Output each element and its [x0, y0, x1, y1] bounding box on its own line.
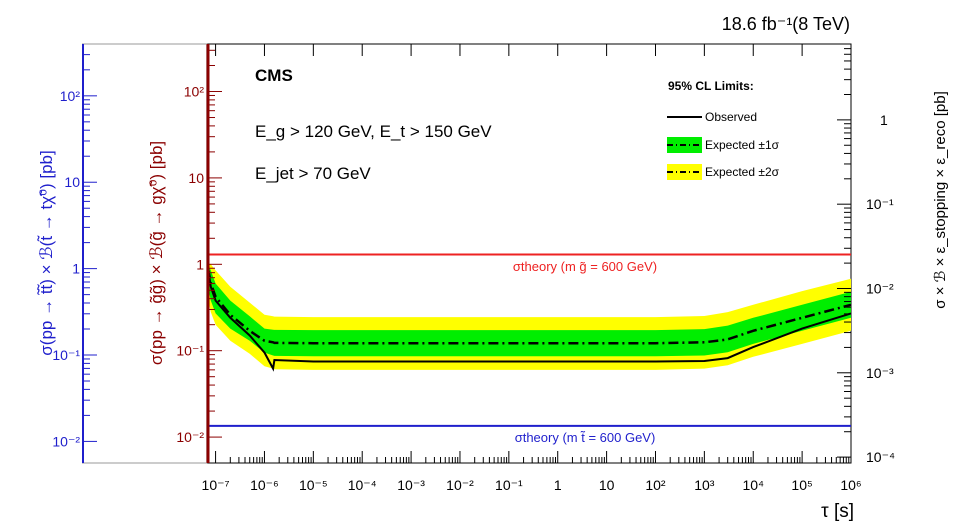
x-tick-label: 10⁵	[791, 477, 812, 493]
right-tick-label: 10⁻⁴	[866, 449, 895, 465]
x-tick-label: 10⁻¹	[495, 477, 523, 493]
stop-axis-ticks: 10⁻² 10⁻¹ 1 10 10²	[52, 54, 97, 449]
gluino-tick-label: 10	[188, 170, 204, 186]
cut-label-2: E_jet > 70 GeV	[255, 164, 371, 183]
lumi-label: 18.6 fb⁻¹(8 TeV)	[722, 14, 850, 34]
expected-line	[206, 268, 852, 345]
x-tick-label: 10⁴	[742, 477, 764, 493]
right-tick-label: 10⁻²	[866, 280, 894, 296]
x-tick-label: 10²	[645, 477, 666, 493]
cut-label-1: E_g > 120 GeV, E_t > 150 GeV	[255, 122, 492, 141]
gluino-tick-label: 10²	[184, 84, 205, 100]
stop-tick-label: 10²	[60, 88, 81, 104]
legend-observed-label: Observed	[705, 110, 757, 124]
limit-lines	[206, 253, 852, 427]
right-axis-ticks: 10⁻⁴ 10⁻³ 10⁻² 10⁻¹ 1	[837, 48, 895, 465]
gluino-axis-title: σ(pp → g̃g̃) × ℬ(g̃ → gχ̃⁰) [pb]	[147, 141, 166, 365]
stop-axis-frame	[82, 43, 208, 464]
x-tick-label: 10⁻⁷	[202, 477, 230, 493]
gluino-tick-label: 1	[196, 256, 204, 272]
legend: 95% CL Limits: Observed Expected ±1σ Exp…	[667, 79, 780, 180]
stop-tick-label: 10⁻²	[52, 433, 80, 449]
x-tick-label: 10⁶	[840, 477, 861, 493]
x-tick-label: 1	[554, 477, 562, 493]
legend-band2-label: Expected ±2σ	[705, 165, 780, 179]
legend-title: 95% CL Limits:	[668, 79, 754, 93]
x-tick-label: 10⁻²	[446, 477, 474, 493]
stop-tick-label: 10⁻¹	[52, 347, 80, 363]
x-tick-label: 10⁻³	[397, 477, 425, 493]
x-axis-ticks: 10⁻⁷ 10⁻⁶ 10⁻⁵ 10⁻⁴ 10⁻³ 10⁻² 10⁻¹ 1 10 10² 10³ 10⁴…	[202, 44, 862, 493]
gluino-tick-label: 10⁻¹	[176, 343, 204, 359]
right-tick-label: 1	[880, 112, 888, 128]
gluino-axis-ticks: 10⁻² 10⁻¹ 1 10 10²	[176, 49, 222, 445]
right-tick-label: 10⁻³	[866, 365, 894, 381]
x-tick-label: 10⁻⁶	[250, 477, 279, 493]
x-tick-label: 10³	[694, 477, 715, 493]
right-axis-title: σ × ℬ × ε_stopping × ε_reco [pb]	[932, 91, 949, 308]
stop-tick-label: 1	[72, 261, 80, 277]
legend-band1-label: Expected ±1σ	[705, 138, 780, 152]
observed-line	[207, 268, 852, 372]
theory-stop-label: σtheory (m t̃ = 600 GeV)	[515, 430, 656, 445]
band-1sigma	[208, 264, 851, 357]
theory-gluino-label: σtheory (m g̃ = 600 GeV)	[513, 259, 657, 274]
gluino-tick-label: 10⁻²	[176, 429, 204, 445]
experiment-label: CMS	[255, 66, 293, 85]
stop-tick-label: 10	[64, 174, 80, 190]
x-tick-label: 10⁻⁵	[299, 477, 328, 493]
x-tick-label: 10⁻⁴	[348, 477, 377, 493]
x-tick-label: 10	[599, 477, 615, 493]
expected-bands	[208, 264, 851, 370]
right-tick-label: 10⁻¹	[866, 196, 894, 212]
stop-axis-title: σ(pp → t̃t̃) × ℬ(t̃ → tχ̃⁰) [pb]	[37, 150, 56, 355]
x-axis-label: τ [s]	[821, 501, 854, 522]
